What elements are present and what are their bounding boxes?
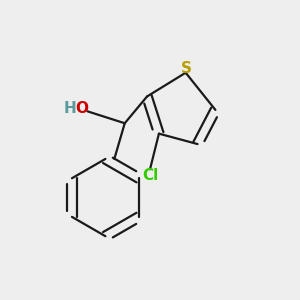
Text: H: H <box>64 101 77 116</box>
Text: S: S <box>181 61 192 76</box>
Text: Cl: Cl <box>142 168 158 183</box>
Text: O: O <box>75 101 88 116</box>
